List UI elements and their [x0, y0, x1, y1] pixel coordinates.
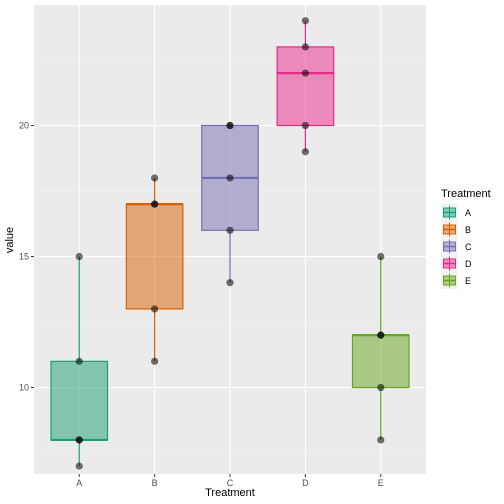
y-tick-label: 15 [19, 252, 29, 262]
data-point-D [301, 43, 309, 51]
legend-label: E [465, 276, 471, 286]
data-point-C [226, 279, 234, 287]
box-E [351, 256, 410, 440]
data-point-A [75, 462, 83, 470]
legend-label: D [465, 259, 472, 269]
data-point-E [377, 383, 385, 392]
legend-label: A [465, 208, 471, 218]
boxes [50, 20, 410, 467]
x-axis-title: Treatment [205, 487, 255, 499]
legend-label: C [465, 242, 472, 252]
data-point-C [226, 226, 234, 234]
y-axis-title: value [4, 227, 16, 253]
y-tick-label: 10 [19, 383, 29, 393]
data-point-D [301, 17, 309, 25]
data-point-B [151, 200, 159, 208]
legend-label: B [465, 225, 471, 235]
x-tick-label: C [227, 478, 234, 488]
data-point-A [75, 357, 83, 365]
x-tick-label: A [76, 478, 82, 488]
data-point-D [301, 148, 309, 156]
legend-item-A: A [441, 204, 471, 221]
y-tick-label: 20 [19, 121, 29, 131]
x-tick-label: B [152, 478, 158, 488]
legend-item-E: E [441, 272, 471, 289]
legend-item-D: D [441, 255, 472, 272]
data-point-B [151, 305, 159, 313]
data-point-D [301, 69, 309, 77]
data-point-C [226, 121, 234, 130]
data-point-E [377, 331, 385, 339]
box-B [125, 177, 184, 362]
x-tick-label: E [378, 478, 384, 488]
box-D [276, 20, 335, 152]
box-body [50, 360, 109, 441]
data-point-E [377, 252, 385, 261]
legend-item-C: C [441, 238, 472, 255]
data-point-C [226, 174, 234, 182]
data-point-E [377, 436, 385, 444]
x-axis: A B C D E [76, 474, 384, 488]
y-axis: 10 15 20 [19, 121, 34, 393]
box-body [276, 46, 335, 127]
data-points [75, 17, 385, 470]
legend-title: Treatment [441, 188, 491, 200]
data-point-A [75, 252, 83, 261]
legend-item-B: B [441, 221, 471, 238]
data-point-B [151, 357, 159, 365]
data-point-B [151, 174, 159, 182]
data-point-A [75, 436, 83, 444]
box-body [125, 203, 184, 310]
box-body [351, 334, 410, 389]
data-point-D [301, 121, 309, 130]
x-tick-label: D [302, 478, 309, 488]
